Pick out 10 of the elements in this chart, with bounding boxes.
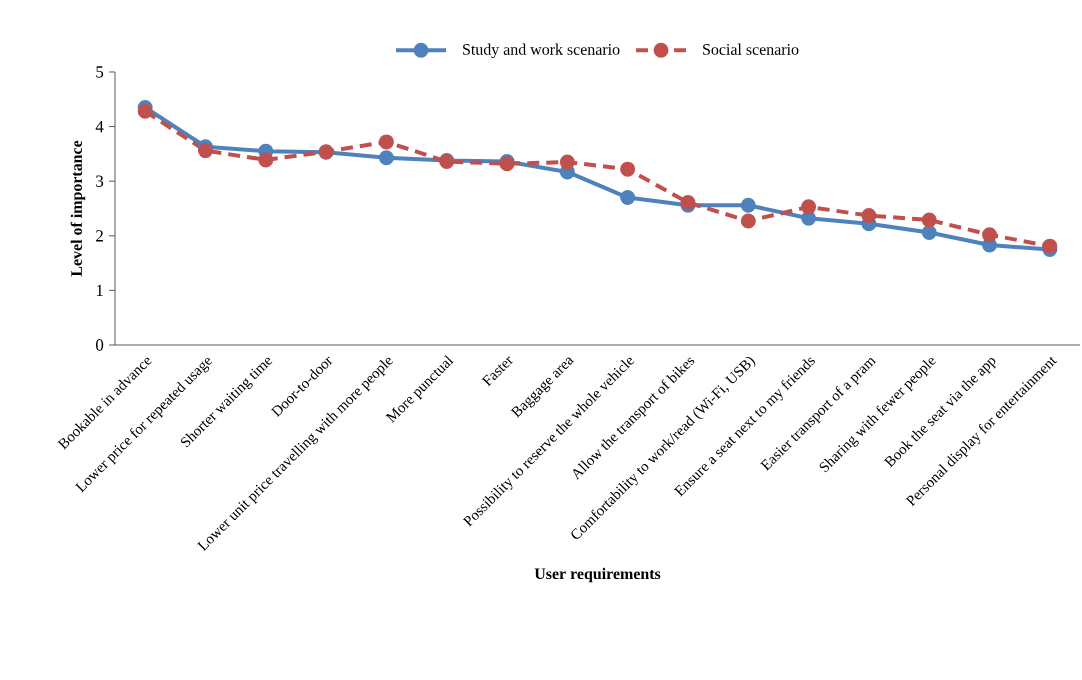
- y-tick-label: 2: [96, 230, 103, 242]
- y-tick-label: 3: [96, 175, 104, 187]
- x-axis-title: User requirements: [534, 567, 661, 583]
- y-axis-title: Level of importance: [70, 140, 86, 277]
- y-tick-label: 5: [96, 66, 104, 78]
- legend-label: Social scenario: [703, 43, 799, 55]
- y-tick-label: 0: [96, 339, 104, 351]
- legend-label: Study and work scenario: [463, 43, 620, 59]
- y-tick-label: 4: [95, 121, 104, 133]
- y-tick-label: 1: [96, 284, 103, 296]
